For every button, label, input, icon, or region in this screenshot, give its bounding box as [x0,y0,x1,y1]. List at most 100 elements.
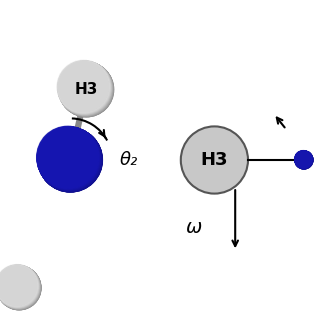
Circle shape [0,266,41,310]
Circle shape [0,265,39,308]
Circle shape [0,266,41,309]
Circle shape [59,62,113,116]
Circle shape [295,151,313,169]
Circle shape [37,127,100,189]
Circle shape [57,60,110,113]
Circle shape [37,127,100,189]
Circle shape [58,61,111,115]
Circle shape [59,62,112,116]
Circle shape [59,62,113,116]
Circle shape [58,61,111,114]
Circle shape [57,60,110,113]
Circle shape [58,61,111,114]
Text: ω: ω [185,218,202,237]
Circle shape [38,128,102,192]
Circle shape [0,265,39,308]
Circle shape [37,126,99,188]
Circle shape [37,127,100,190]
Circle shape [59,62,113,116]
Circle shape [37,127,99,189]
Circle shape [37,127,100,189]
Circle shape [0,265,38,307]
Circle shape [294,150,312,168]
Circle shape [0,266,40,309]
Circle shape [58,61,111,114]
Circle shape [58,61,110,113]
Circle shape [0,265,39,308]
Circle shape [38,127,101,190]
Circle shape [0,265,38,307]
Circle shape [295,151,313,169]
Circle shape [295,151,313,169]
Circle shape [36,126,98,188]
Circle shape [295,151,312,168]
Circle shape [295,151,312,168]
Circle shape [0,266,40,308]
Circle shape [295,151,312,168]
Circle shape [37,127,99,189]
Circle shape [295,151,313,169]
Circle shape [0,266,40,309]
Circle shape [37,126,99,188]
Circle shape [0,266,40,308]
Circle shape [57,60,109,113]
Text: H3: H3 [201,151,228,169]
Circle shape [59,62,112,115]
Circle shape [0,266,40,308]
Circle shape [0,266,41,310]
Circle shape [37,126,98,188]
Circle shape [38,127,101,190]
Circle shape [295,151,312,168]
Circle shape [0,265,39,308]
Circle shape [59,62,113,116]
Circle shape [0,265,38,307]
Circle shape [59,62,112,116]
Circle shape [0,266,40,309]
Circle shape [58,61,112,115]
Circle shape [38,127,101,191]
Circle shape [38,127,101,191]
Circle shape [0,265,38,307]
Circle shape [58,61,110,114]
Circle shape [38,128,102,192]
Text: θ₂: θ₂ [120,151,138,169]
Circle shape [59,62,113,116]
Circle shape [58,61,110,114]
Circle shape [58,61,111,114]
Circle shape [37,126,99,188]
Circle shape [37,127,100,190]
Circle shape [0,265,39,308]
Circle shape [37,127,100,189]
Circle shape [0,266,41,309]
Circle shape [37,127,100,190]
Circle shape [295,151,313,169]
Circle shape [58,61,110,114]
Circle shape [295,151,312,168]
Circle shape [0,265,38,307]
Circle shape [38,128,101,191]
Circle shape [57,60,110,113]
Circle shape [37,127,99,189]
Circle shape [0,265,39,308]
Circle shape [295,151,313,169]
Circle shape [37,127,100,189]
Circle shape [38,128,102,192]
Circle shape [0,266,40,309]
Circle shape [0,265,39,308]
Circle shape [38,128,101,191]
Circle shape [58,61,111,114]
Circle shape [0,265,38,307]
Circle shape [295,151,313,169]
Circle shape [58,61,112,115]
Circle shape [38,128,102,192]
Circle shape [0,266,40,309]
Circle shape [295,151,312,168]
Text: H3: H3 [75,82,98,97]
Circle shape [58,61,112,115]
Circle shape [295,151,312,168]
Circle shape [0,265,38,307]
Circle shape [37,127,100,189]
Circle shape [59,62,113,116]
Circle shape [0,266,40,309]
Circle shape [38,128,102,191]
